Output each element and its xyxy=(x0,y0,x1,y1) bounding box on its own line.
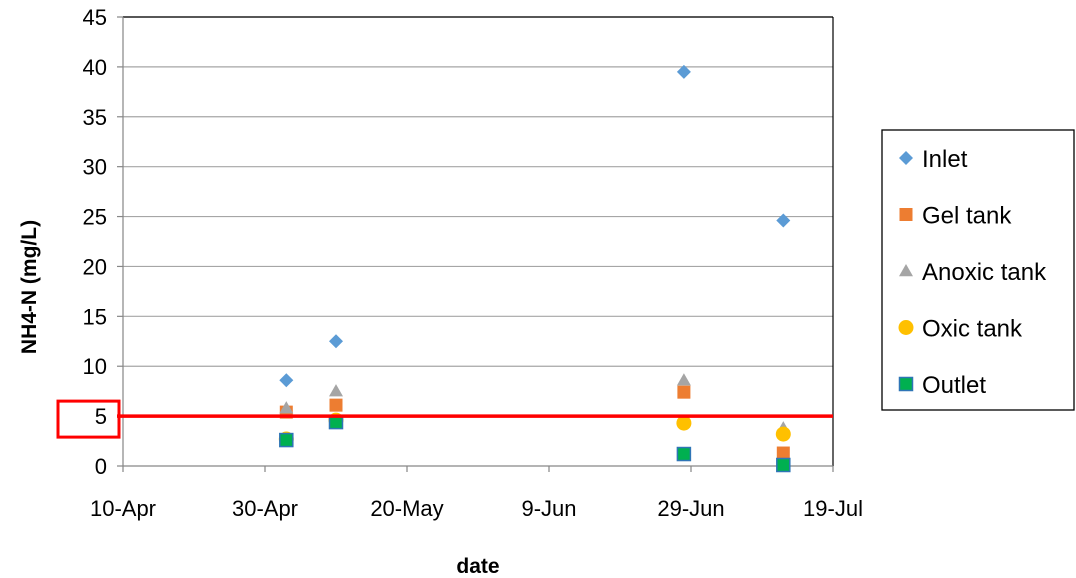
legend-label-inlet: Inlet xyxy=(922,146,968,173)
outlet-point xyxy=(279,432,294,448)
y-tick-labels: 0 5 10 15 20 25 30 35 40 45 xyxy=(83,5,107,479)
legend-marker-inlet xyxy=(899,151,913,165)
inlet-point xyxy=(676,64,691,79)
outlet-point xyxy=(776,457,791,473)
anoxic-tank-point xyxy=(279,401,294,414)
y-tick-label: 45 xyxy=(83,5,107,30)
gel-tank-point xyxy=(677,385,691,399)
legend-marker-gel-tank xyxy=(899,208,913,221)
legend-box xyxy=(881,129,1075,411)
gel-tank-point xyxy=(329,398,343,412)
anoxic-tank-point xyxy=(329,384,343,397)
x-axis-title: date xyxy=(456,555,499,578)
y-tick-label: 10 xyxy=(83,354,107,379)
y-tick-label: 35 xyxy=(83,105,107,130)
legend-marker-oxic-tank xyxy=(898,320,914,335)
y-tick-label: 15 xyxy=(83,304,107,329)
oxic-tank-point xyxy=(676,415,692,431)
axes xyxy=(117,16,834,472)
series-anoxic-tank xyxy=(279,373,791,434)
y-tick-label: 0 xyxy=(95,454,107,479)
x-tick-label: 29-Jun xyxy=(657,496,724,521)
inlet-point xyxy=(776,213,791,228)
inlet-point xyxy=(329,334,343,349)
x-tick-label: 19-Jul xyxy=(803,496,863,521)
y-tick-label: 25 xyxy=(83,205,107,230)
series-inlet xyxy=(279,64,791,388)
legend-label-oxic-tank: Oxic tank xyxy=(922,316,1023,343)
y-axis-title: NH4-N (mg/L) xyxy=(18,220,41,354)
x-tick-label: 30-Apr xyxy=(232,496,298,521)
anoxic-tank-point xyxy=(676,373,691,386)
legend-marker-outlet xyxy=(898,376,914,392)
y-tick-label: 20 xyxy=(83,254,107,279)
gel-tank-point xyxy=(776,446,790,460)
series-outlet xyxy=(279,414,791,473)
y-tick-label: 30 xyxy=(83,155,107,180)
data-points xyxy=(278,64,791,473)
reference-overlay xyxy=(56,399,833,439)
y-tick-label: 5 xyxy=(95,404,107,429)
oxic-tank-point xyxy=(775,426,791,442)
series-gel-tank xyxy=(279,385,790,460)
x-tick-label: 10-Apr xyxy=(90,496,156,521)
legend-label-anoxic-tank: Anoxic tank xyxy=(922,259,1047,286)
legend-marker-anoxic-tank xyxy=(899,264,913,277)
legend-label-outlet: Outlet xyxy=(922,372,986,399)
outlet-point xyxy=(676,446,692,462)
highlight-box xyxy=(56,399,121,439)
x-tick-label: 9-Jun xyxy=(521,496,576,521)
x-tick-labels: 10-Apr 30-Apr 20-May 9-Jun 29-Jun 19-Jul xyxy=(90,496,863,521)
y-tick-label: 40 xyxy=(83,55,107,80)
legend: Inlet Gel tank Anoxic tank Oxic tank Outlet xyxy=(881,129,1075,411)
legend-label-gel-tank: Gel tank xyxy=(922,203,1012,230)
gridlines xyxy=(123,16,833,417)
x-tick-label: 20-May xyxy=(370,496,443,521)
inlet-point xyxy=(279,373,294,388)
